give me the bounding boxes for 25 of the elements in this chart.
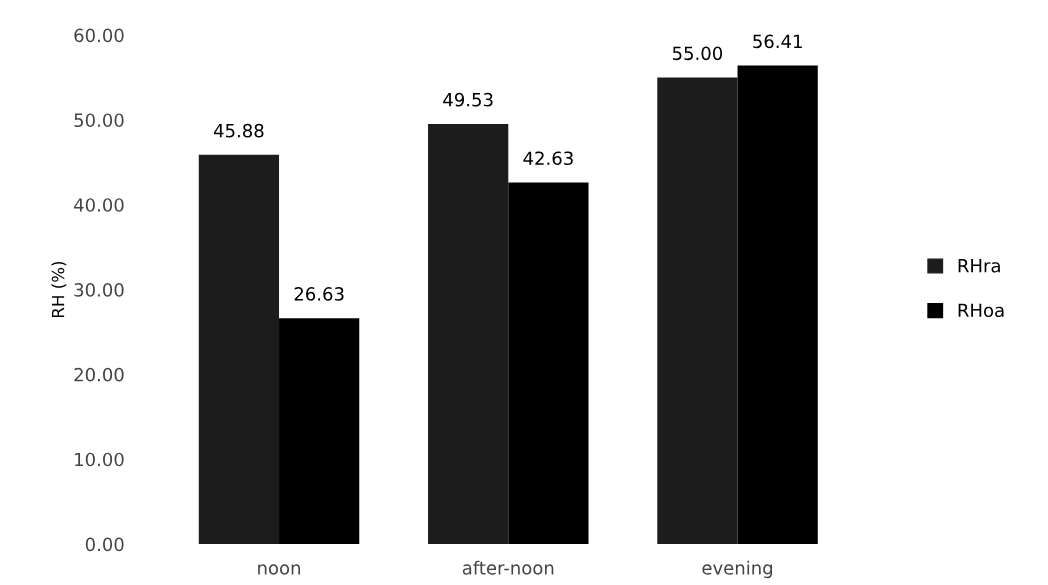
y-tick-label: 60.00	[74, 28, 124, 43]
y-axis-title: RH (%)	[51, 261, 67, 318]
y-tick-label: 10.00	[75, 452, 124, 467]
legend-label: RHoa	[958, 303, 1004, 318]
data-label: 45.88	[213, 123, 264, 138]
data-label: 56.41	[753, 34, 802, 49]
data-label: 55.00	[672, 46, 723, 61]
bar	[737, 65, 818, 545]
bar	[198, 154, 280, 545]
x-tick-label: after-noon	[462, 560, 554, 575]
data-label: 26.63	[294, 287, 344, 301]
bar	[657, 77, 738, 545]
data-label: 49.53	[443, 92, 493, 107]
bar	[428, 123, 509, 545]
x-tick-label: noon	[258, 564, 300, 575]
bar	[279, 318, 360, 545]
y-tick-label: 20.00	[74, 367, 124, 382]
y-tick-label: 30.00	[74, 283, 124, 297]
x-tick-label: evening	[702, 560, 773, 579]
data-label: 42.63	[523, 151, 573, 166]
y-tick-label: 0.00	[85, 537, 124, 552]
bar	[508, 182, 589, 545]
legend-label: RHra	[958, 259, 1000, 273]
y-tick-label: 40.00	[74, 198, 124, 212]
y-tick-label: 50.00	[74, 113, 124, 128]
